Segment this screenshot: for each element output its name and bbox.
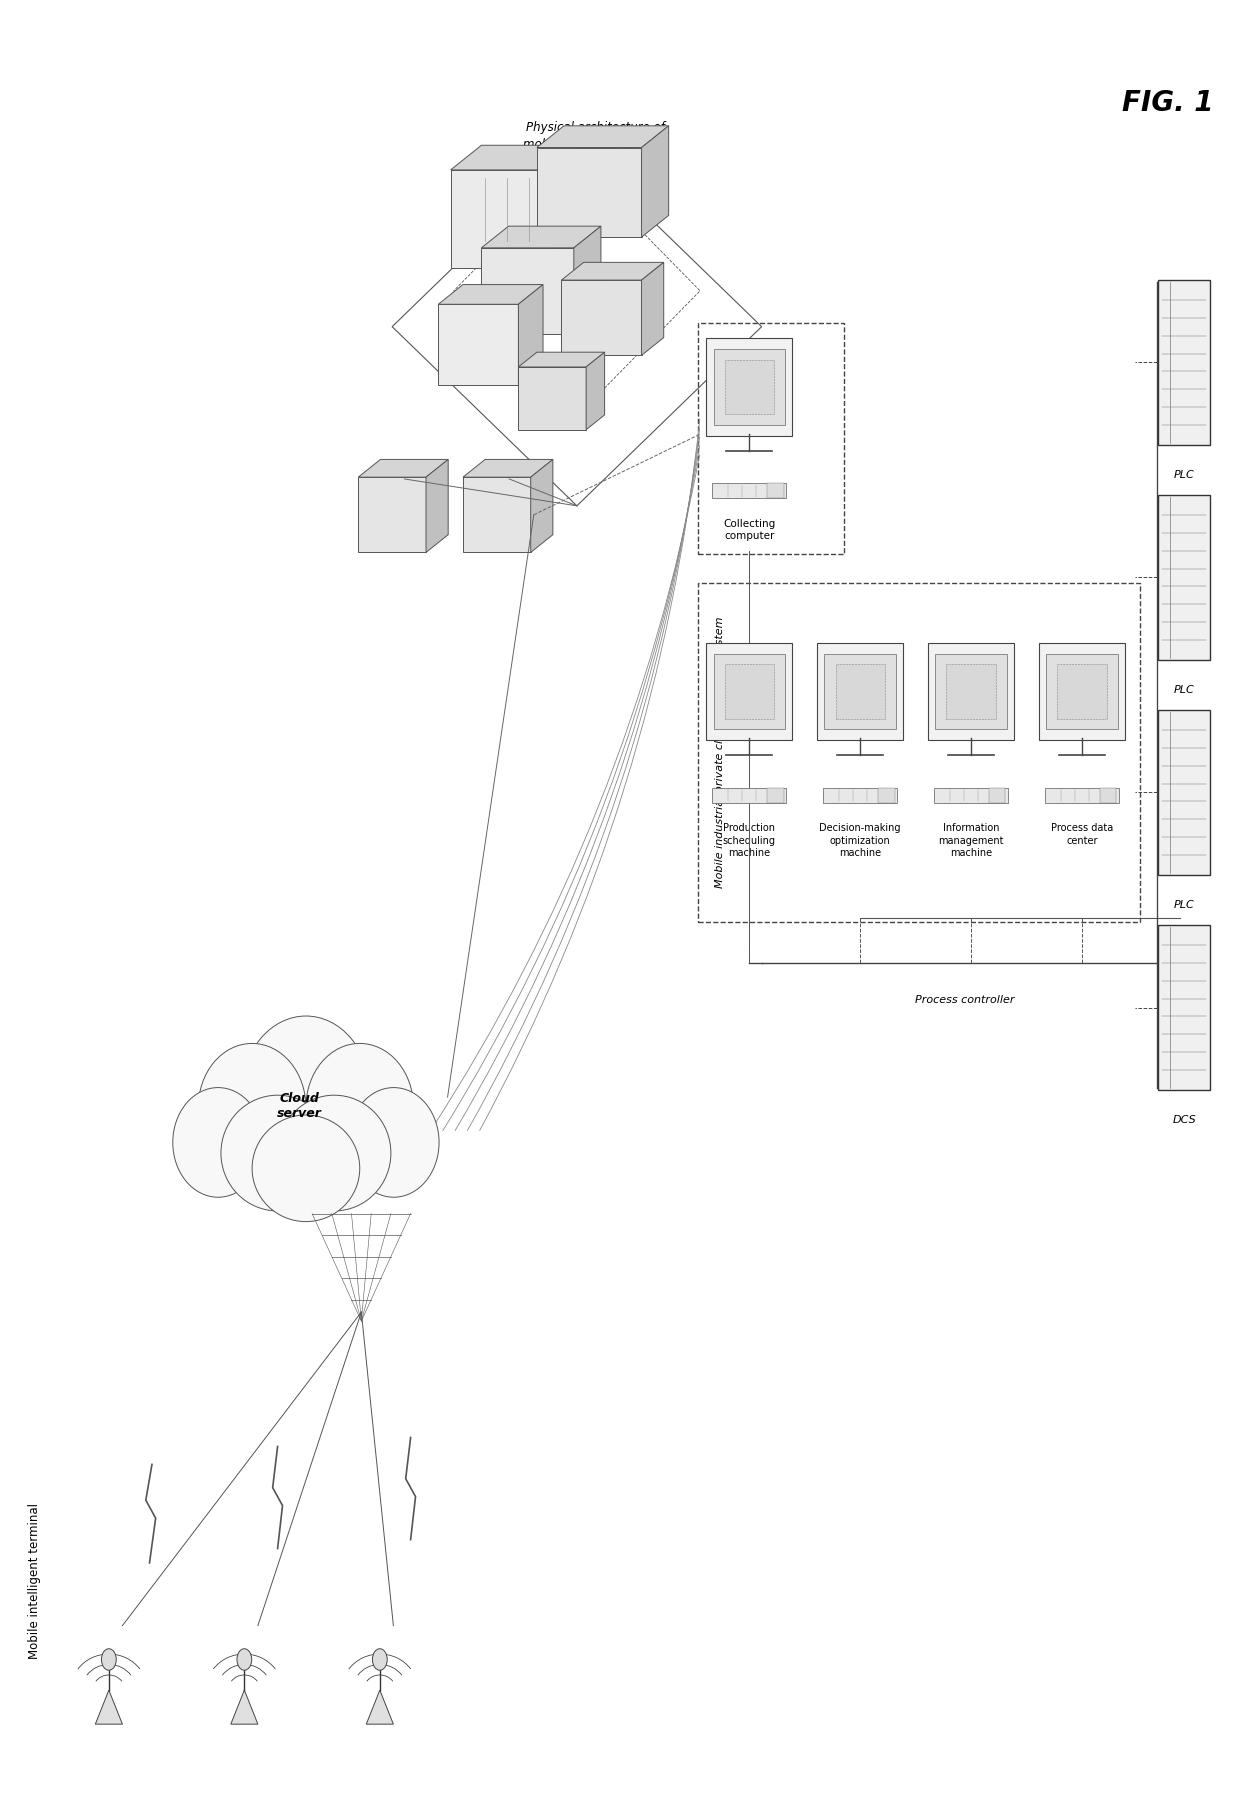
Polygon shape [358, 477, 427, 553]
Polygon shape [537, 148, 641, 238]
FancyBboxPatch shape [713, 349, 785, 425]
FancyBboxPatch shape [823, 788, 897, 803]
Polygon shape [518, 367, 587, 430]
Ellipse shape [348, 1087, 439, 1197]
FancyBboxPatch shape [946, 664, 996, 718]
FancyBboxPatch shape [724, 360, 774, 414]
Polygon shape [450, 169, 556, 268]
Polygon shape [481, 248, 574, 333]
Polygon shape [366, 1690, 393, 1724]
FancyBboxPatch shape [836, 664, 885, 718]
Ellipse shape [172, 1087, 263, 1197]
Text: Decision-making
optimization
machine: Decision-making optimization machine [820, 823, 901, 859]
FancyBboxPatch shape [755, 371, 792, 425]
Ellipse shape [756, 414, 791, 432]
Text: Mobile industrial private cloud server subsystem: Mobile industrial private cloud server s… [714, 616, 725, 887]
Text: PLC: PLC [1174, 900, 1194, 911]
Text: Production
scheduling
machine: Production scheduling machine [723, 823, 776, 859]
Ellipse shape [306, 1044, 414, 1172]
FancyBboxPatch shape [928, 643, 1014, 740]
Polygon shape [231, 1690, 258, 1724]
FancyBboxPatch shape [1158, 709, 1210, 875]
FancyBboxPatch shape [1158, 925, 1210, 1091]
Text: Process controller: Process controller [915, 995, 1014, 1004]
Text: Mobile intelligent terminal: Mobile intelligent terminal [29, 1503, 41, 1660]
Polygon shape [463, 459, 553, 477]
FancyBboxPatch shape [1058, 664, 1106, 718]
Polygon shape [450, 146, 587, 169]
Polygon shape [562, 281, 641, 355]
Text: PLC: PLC [1174, 686, 1194, 695]
FancyBboxPatch shape [713, 482, 786, 499]
Polygon shape [531, 459, 553, 553]
Ellipse shape [221, 1094, 335, 1211]
Polygon shape [556, 146, 587, 268]
Ellipse shape [252, 1114, 360, 1222]
FancyBboxPatch shape [713, 653, 785, 729]
Ellipse shape [198, 1044, 306, 1172]
Text: Collecting
computer: Collecting computer [723, 518, 775, 542]
Polygon shape [641, 126, 668, 238]
Ellipse shape [242, 1015, 370, 1168]
FancyBboxPatch shape [1047, 653, 1117, 729]
FancyBboxPatch shape [934, 788, 1008, 803]
Polygon shape [438, 284, 543, 304]
Polygon shape [641, 263, 663, 355]
FancyBboxPatch shape [817, 643, 903, 740]
Polygon shape [481, 227, 601, 248]
Polygon shape [518, 284, 543, 385]
Polygon shape [537, 126, 668, 148]
Text: PLC: PLC [1174, 470, 1194, 481]
FancyBboxPatch shape [724, 664, 774, 718]
Text: Information
management
machine: Information management machine [939, 823, 1003, 859]
Circle shape [372, 1649, 387, 1670]
Ellipse shape [756, 364, 791, 382]
FancyBboxPatch shape [707, 338, 792, 436]
FancyBboxPatch shape [707, 643, 792, 740]
Text: Physical architecture of
mobile industrial private
cloud server: Physical architecture of mobile industri… [523, 121, 667, 167]
FancyBboxPatch shape [1158, 495, 1210, 661]
Polygon shape [562, 263, 663, 281]
FancyBboxPatch shape [935, 653, 1007, 729]
FancyBboxPatch shape [988, 788, 1006, 803]
FancyBboxPatch shape [878, 788, 894, 803]
Polygon shape [518, 353, 605, 367]
Text: Cloud
server: Cloud server [278, 1093, 322, 1120]
FancyBboxPatch shape [1045, 788, 1118, 803]
Text: Process data
center: Process data center [1050, 823, 1114, 846]
Polygon shape [574, 227, 601, 333]
Polygon shape [95, 1690, 123, 1724]
FancyBboxPatch shape [1158, 281, 1210, 445]
Circle shape [102, 1649, 117, 1670]
Polygon shape [358, 459, 448, 477]
FancyBboxPatch shape [1100, 788, 1116, 803]
FancyBboxPatch shape [1039, 643, 1125, 740]
Polygon shape [427, 459, 448, 553]
FancyBboxPatch shape [768, 788, 784, 803]
Ellipse shape [278, 1094, 391, 1211]
Polygon shape [438, 304, 518, 385]
FancyBboxPatch shape [768, 482, 784, 499]
Polygon shape [587, 353, 605, 430]
Text: DCS: DCS [1172, 1114, 1195, 1125]
FancyBboxPatch shape [713, 788, 786, 803]
Circle shape [237, 1649, 252, 1670]
Polygon shape [463, 477, 531, 553]
FancyBboxPatch shape [825, 653, 895, 729]
Text: FIG. 1: FIG. 1 [1122, 88, 1214, 117]
